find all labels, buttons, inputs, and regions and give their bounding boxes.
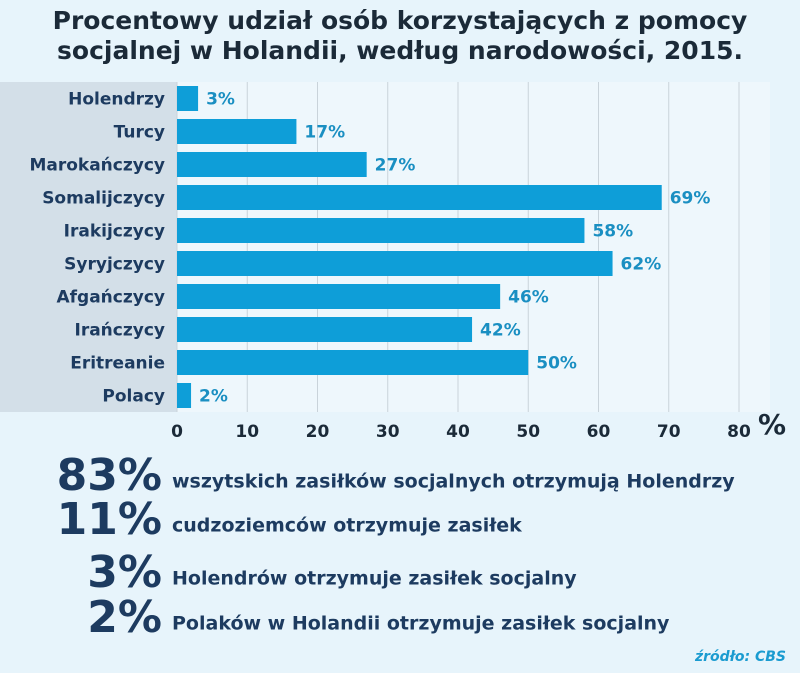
bar	[177, 185, 662, 210]
bar	[177, 218, 585, 243]
value-label: 69%	[670, 189, 711, 209]
value-label: 2%	[199, 387, 228, 407]
bar	[177, 317, 473, 342]
value-label: 17%	[304, 123, 345, 143]
bar	[177, 86, 199, 111]
stat-text: wszytskich zasiłków socjalnych otrzymują…	[172, 471, 735, 493]
x-tick-label: 20	[306, 422, 330, 442]
y-tick-label: Marokańczycy	[29, 156, 165, 176]
value-label: 46%	[508, 288, 549, 308]
y-tick-label: Holendrzy	[68, 90, 165, 110]
x-tick-label: 10	[235, 422, 259, 442]
x-tick-label: 80	[727, 422, 751, 442]
bar	[177, 152, 367, 177]
value-label: 62%	[621, 255, 662, 275]
bar	[177, 119, 297, 144]
value-label: 27%	[375, 156, 416, 176]
x-tick-label: 40	[446, 422, 470, 442]
chart-title: Procentowy udział osób korzystających z …	[53, 6, 748, 35]
stat-number: 2%	[87, 592, 162, 643]
y-tick-label: Irańczycy	[75, 321, 166, 341]
bar	[177, 251, 613, 276]
y-tick-label: Irakijczycy	[64, 222, 165, 242]
bar	[177, 284, 501, 309]
value-label: 58%	[592, 222, 633, 242]
x-axis-label: %	[758, 408, 786, 441]
y-tick-label: Somalijczycy	[42, 189, 165, 209]
bar	[177, 350, 529, 375]
stat-text: Polaków w Holandii otrzymuje zasiłek soc…	[172, 613, 670, 635]
chart-title: socjalnej w Holandii, według narodowości…	[57, 36, 743, 65]
y-tick-label: Polacy	[102, 387, 165, 407]
stat-number: 83%	[57, 450, 162, 501]
value-label: 50%	[536, 354, 577, 374]
x-tick-label: 60	[587, 422, 611, 442]
stat-number: 11%	[57, 494, 162, 545]
x-tick-label: 70	[657, 422, 681, 442]
value-label: 42%	[480, 321, 521, 341]
x-tick-label: 50	[516, 422, 540, 442]
label-panel	[0, 82, 177, 412]
x-tick-label: 30	[376, 422, 400, 442]
stat-text: Holendrów otrzymuje zasiłek socjalny	[172, 568, 577, 590]
x-tick-label: 0	[171, 422, 183, 442]
y-tick-label: Syryjczycy	[64, 255, 165, 275]
bar	[177, 383, 192, 408]
value-label: 3%	[206, 90, 235, 110]
y-tick-label: Eritreanie	[70, 354, 165, 374]
stat-text: cudzoziemców otrzymuje zasiłek	[172, 515, 522, 537]
y-tick-label: Afgańczycy	[56, 288, 165, 308]
stat-number: 3%	[87, 547, 162, 598]
source: źródło: CBS	[694, 649, 786, 665]
y-tick-label: Turcy	[114, 123, 165, 143]
